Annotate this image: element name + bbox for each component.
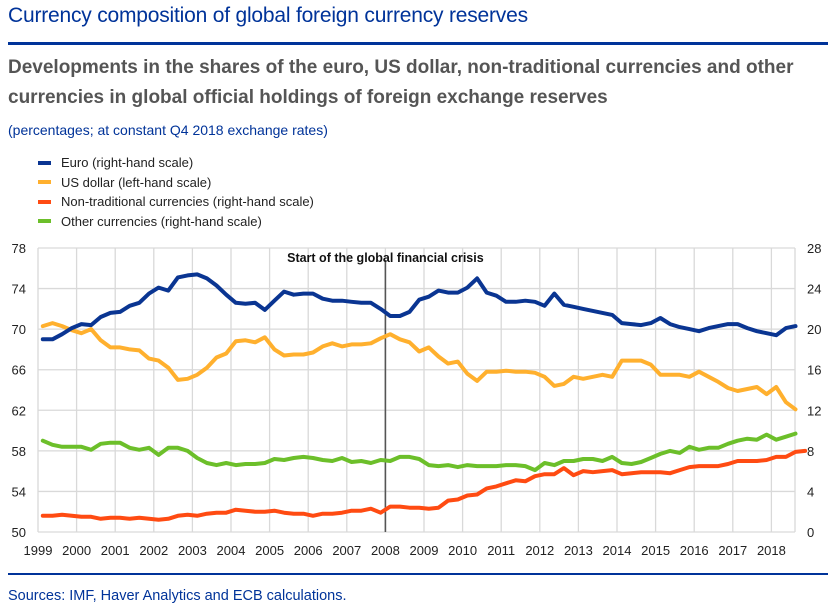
y-tick-right: 4: [807, 484, 814, 499]
x-tick-label: 2002: [139, 543, 168, 558]
x-tick-label: 2012: [525, 543, 554, 558]
legend-item-other: Other currencies (right-hand scale): [38, 212, 314, 232]
x-tick-label: 2003: [178, 543, 207, 558]
y-tick-left: 66: [12, 363, 26, 378]
y-tick-right: 16: [807, 363, 821, 378]
y-tick-left: 54: [12, 484, 26, 499]
y-tick-left: 74: [12, 282, 26, 297]
x-axis: 1999 2000 2001 2002 2003 2004 2005 2006 2007 2008…: [24, 543, 786, 558]
legend-swatch-euro: [38, 160, 51, 165]
legend-swatch-nontraditional: [38, 199, 51, 204]
y-tick-left: 62: [12, 403, 26, 418]
legend-swatch-usd: [38, 180, 51, 185]
x-tick-label: 2014: [603, 543, 632, 558]
y-tick-right: 12: [807, 403, 821, 418]
x-tick-label: 2001: [101, 543, 130, 558]
y-tick-left: 70: [12, 322, 26, 337]
y-tick-right: 0: [807, 525, 814, 540]
title-divider: [8, 42, 828, 45]
chart-units: (percentages; at constant Q4 2018 exchan…: [8, 122, 328, 138]
legend-item-nontraditional: Non-traditional currencies (right-hand s…: [38, 192, 314, 212]
x-tick-label: 2007: [332, 543, 361, 558]
x-tick-label: 2004: [217, 543, 246, 558]
legend-label-euro: Euro (right-hand scale): [61, 155, 194, 171]
x-tick-label: 2011: [487, 543, 515, 558]
y-tick-right: 8: [807, 444, 814, 459]
chart-legend: Euro (right-hand scale) US dollar (left-…: [38, 153, 314, 231]
legend-label-usd: US dollar (left-hand scale): [61, 174, 212, 190]
page-title: Currency composition of global foreign c…: [8, 4, 528, 27]
legend-swatch-other: [38, 219, 51, 224]
legend-item-usd: US dollar (left-hand scale): [38, 173, 314, 193]
y-tick-left: 58: [12, 444, 26, 459]
legend-item-euro: Euro (right-hand scale): [38, 153, 314, 173]
crisis-annotation: Start of the global financial crisis: [287, 251, 484, 265]
x-tick-label: 2013: [564, 543, 593, 558]
series-line-usd: [40, 321, 798, 412]
x-tick-label: 2016: [680, 543, 709, 558]
y-tick-right: 24: [807, 282, 821, 297]
y-tick-left: 78: [12, 241, 26, 256]
crisis-marker: Start of the global financial crisis: [287, 251, 484, 532]
x-tick-label: 2008: [371, 543, 400, 558]
series-line-nontraditional: [40, 448, 808, 522]
footer-divider: [8, 573, 828, 575]
x-tick-label: 1999: [24, 543, 53, 558]
y-tick-right: 20: [807, 322, 821, 337]
source-note: Sources: IMF, Haver Analytics and ECB ca…: [8, 588, 347, 604]
x-tick-label: 2000: [62, 543, 91, 558]
series-line-euro: [40, 272, 798, 342]
series-line-other: [40, 431, 798, 473]
x-tick-label: 2015: [641, 543, 670, 558]
x-tick-label: 2009: [410, 543, 439, 558]
y-tick-right: 28: [807, 241, 821, 256]
series-lines: [40, 272, 808, 522]
y-tick-left: 50: [12, 525, 26, 540]
right-axis: 0 4 8 12 16 20 24 28: [807, 241, 821, 540]
chart-grid: [37, 247, 796, 533]
left-axis: 50 54 58 62 66 70 74 78: [12, 241, 26, 540]
x-tick-label: 2005: [255, 543, 284, 558]
x-tick-label: 2018: [757, 543, 786, 558]
x-tick-label: 2006: [294, 543, 323, 558]
legend-label-other: Other currencies (right-hand scale): [61, 213, 262, 229]
legend-label-nontraditional: Non-traditional currencies (right-hand s…: [61, 194, 314, 210]
x-tick-label: 2010: [448, 543, 477, 558]
chart-subtitle: Developments in the shares of the euro, …: [8, 57, 794, 108]
x-tick-label: 2017: [718, 543, 747, 558]
